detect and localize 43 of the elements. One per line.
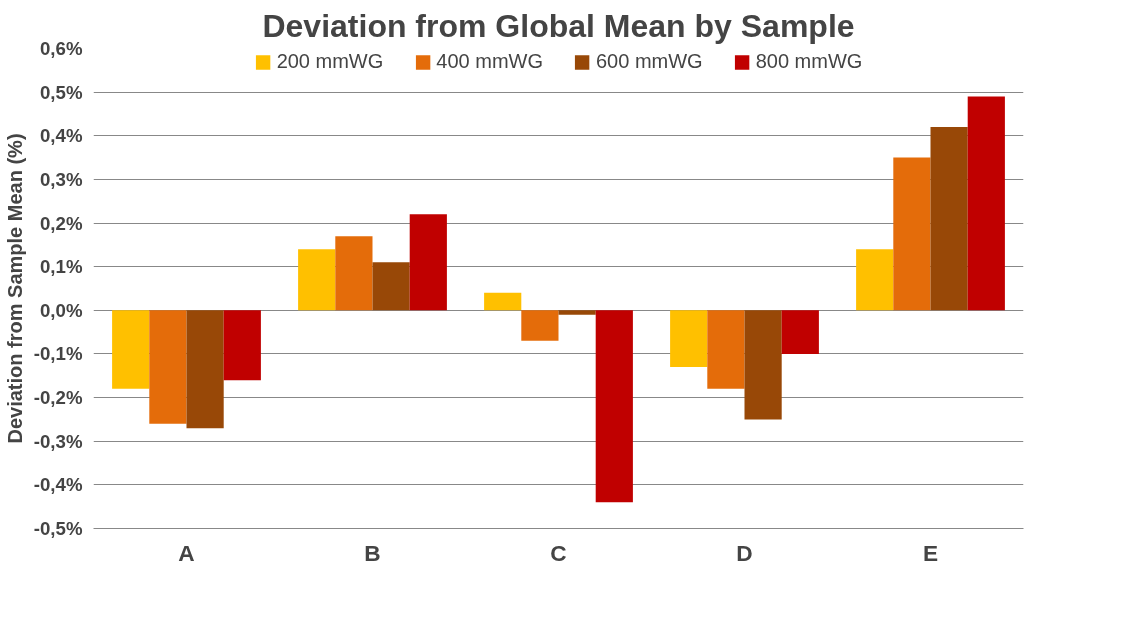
y-tick-label: -0,1% <box>33 343 83 365</box>
bar <box>372 262 410 311</box>
legend-label: 200 mmWG <box>276 50 384 73</box>
bar <box>521 310 559 341</box>
bar <box>670 310 708 368</box>
bar <box>298 249 336 311</box>
y-tick-label: -0,2% <box>33 387 83 409</box>
bar <box>707 310 745 389</box>
bar <box>149 310 187 424</box>
y-axis-title: Deviation from Sample Mean (%) <box>3 133 26 444</box>
x-tick-label: B <box>364 539 381 566</box>
bar <box>112 310 150 389</box>
y-tick-label: 0,1% <box>39 256 83 278</box>
y-tick-label: 0,3% <box>39 168 83 190</box>
bar <box>409 214 447 311</box>
y-tick-label: 0,0% <box>39 299 83 321</box>
bar <box>595 310 633 503</box>
x-tick-label: A <box>178 539 195 566</box>
bar <box>781 310 819 354</box>
legend-label: 600 mmWG <box>596 50 703 73</box>
y-tick-label: 0,4% <box>39 125 83 147</box>
legend-label: 800 mmWG <box>755 50 863 73</box>
bar <box>967 96 1005 311</box>
y-tick-label: 0,5% <box>39 81 83 103</box>
y-tick-label: -0,3% <box>33 430 83 452</box>
chart-title: Deviation from Global Mean by Sample <box>262 7 855 44</box>
x-tick-label: D <box>736 539 753 566</box>
x-tick-label: C <box>550 539 567 566</box>
bar <box>558 310 596 315</box>
bar <box>335 236 373 311</box>
bar <box>186 310 224 429</box>
bar <box>484 292 522 311</box>
bar <box>744 310 782 420</box>
y-tick-label: 0,2% <box>39 212 83 234</box>
y-tick-label: 0,6% <box>39 38 83 59</box>
x-tick-label: E <box>922 539 939 566</box>
y-tick-label: -0,5% <box>33 518 83 539</box>
bar <box>893 157 931 311</box>
bar <box>223 310 261 381</box>
bar <box>856 249 894 311</box>
y-tick-label: -0,4% <box>33 474 83 496</box>
bar <box>930 127 968 311</box>
legend-label: 400 mmWG <box>436 50 543 73</box>
